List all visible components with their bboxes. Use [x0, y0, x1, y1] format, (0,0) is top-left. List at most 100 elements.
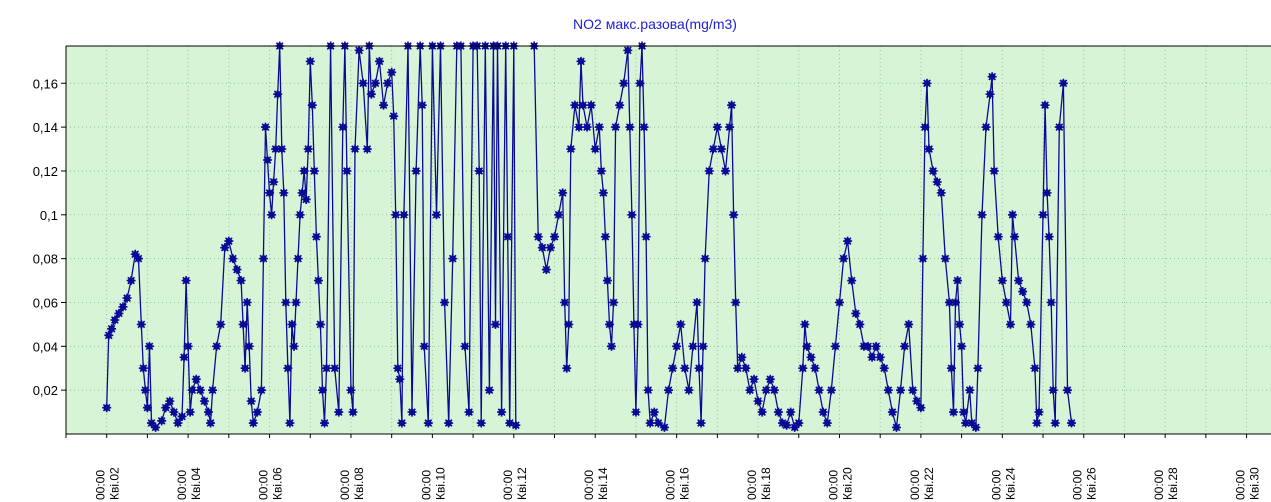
data-point [216, 319, 226, 329]
data-point [887, 407, 897, 417]
data-point [315, 319, 325, 329]
data-point [383, 78, 393, 88]
data-point [558, 188, 568, 198]
data-point [263, 155, 273, 165]
data-point [839, 254, 849, 264]
data-point [625, 122, 635, 132]
data-point [287, 319, 297, 329]
data-point [977, 210, 987, 220]
data-point [826, 385, 836, 395]
data-point [965, 385, 975, 395]
data-point [244, 341, 254, 351]
data-point [348, 407, 358, 417]
data-point [122, 293, 132, 303]
data-point [959, 407, 969, 417]
data-point [285, 418, 295, 428]
data-point [179, 352, 189, 362]
data-point [822, 418, 832, 428]
data-point [920, 122, 930, 132]
data-point [733, 363, 743, 373]
data-point [997, 276, 1007, 286]
data-point [782, 420, 792, 430]
data-point [761, 385, 771, 395]
data-point [242, 297, 252, 307]
data-point [460, 341, 470, 351]
data-point [407, 407, 417, 417]
data-point [277, 144, 287, 154]
data-point [199, 396, 209, 406]
data-point [423, 418, 433, 428]
data-point [769, 385, 779, 395]
x-tick-date-label: Кві.04 [189, 467, 203, 500]
data-point [814, 385, 824, 395]
data-point [183, 341, 193, 351]
data-point [399, 210, 409, 220]
data-point [615, 100, 625, 110]
data-point [607, 341, 617, 351]
data-point [716, 144, 726, 154]
data-point [731, 297, 741, 307]
data-point [916, 403, 926, 413]
data-point [896, 385, 906, 395]
data-point [267, 210, 277, 220]
data-point [904, 319, 914, 329]
data-point [1050, 418, 1060, 428]
data-point [550, 232, 560, 242]
data-point [940, 254, 950, 264]
data-point [619, 78, 629, 88]
y-axis-ticks: 0,02 0,04 0,06 0,08 0,1 0,12 0,14 0,16 [33, 76, 66, 398]
data-point [1042, 188, 1052, 198]
data-point [252, 407, 262, 417]
data-point [633, 319, 643, 329]
data-point [236, 276, 246, 286]
data-point [576, 56, 586, 66]
data-point [936, 188, 946, 198]
x-tick-time-label: 00:00 [1234, 470, 1248, 500]
data-point [187, 385, 197, 395]
data-point [484, 385, 494, 395]
data-point [912, 396, 922, 406]
data-point [203, 407, 213, 417]
data-point [604, 319, 614, 329]
y-tick-label: 0,04 [33, 339, 58, 354]
data-point [590, 144, 600, 154]
data-point [948, 407, 958, 417]
data-point [136, 319, 146, 329]
data-point [1062, 385, 1072, 395]
data-point [299, 166, 309, 176]
data-point [1022, 297, 1032, 307]
data-point [847, 276, 857, 286]
data-point [1001, 297, 1011, 307]
data-point [564, 319, 574, 329]
x-tick-date-label: Кві.08 [352, 467, 366, 500]
data-point [505, 418, 515, 428]
data-point [704, 166, 714, 176]
data-point [757, 407, 767, 417]
data-point [1010, 232, 1020, 242]
data-point [773, 407, 783, 417]
y-tick-label: 0,08 [33, 252, 58, 267]
x-tick-time-label: 00:00 [175, 470, 189, 500]
data-point [700, 254, 710, 264]
x-tick-time-label: 00:00 [1071, 470, 1085, 500]
y-tick-label: 0,1 [40, 208, 58, 223]
data-point [879, 363, 889, 373]
x-tick-date-label: Кві.10 [433, 467, 447, 500]
data-point [676, 319, 686, 329]
data-point [560, 297, 570, 307]
data-point [104, 330, 114, 340]
data-point [317, 385, 327, 395]
data-point [664, 385, 673, 395]
data-point [562, 363, 572, 373]
data-point [370, 78, 380, 88]
data-point [476, 418, 486, 428]
data-point [431, 210, 441, 220]
data-point [566, 144, 576, 154]
data-point [212, 341, 222, 351]
data-point [725, 122, 735, 132]
data-point [635, 78, 645, 88]
data-point [126, 276, 136, 286]
x-tick-date-label: Кві.24 [1003, 467, 1017, 500]
data-point [570, 100, 580, 110]
